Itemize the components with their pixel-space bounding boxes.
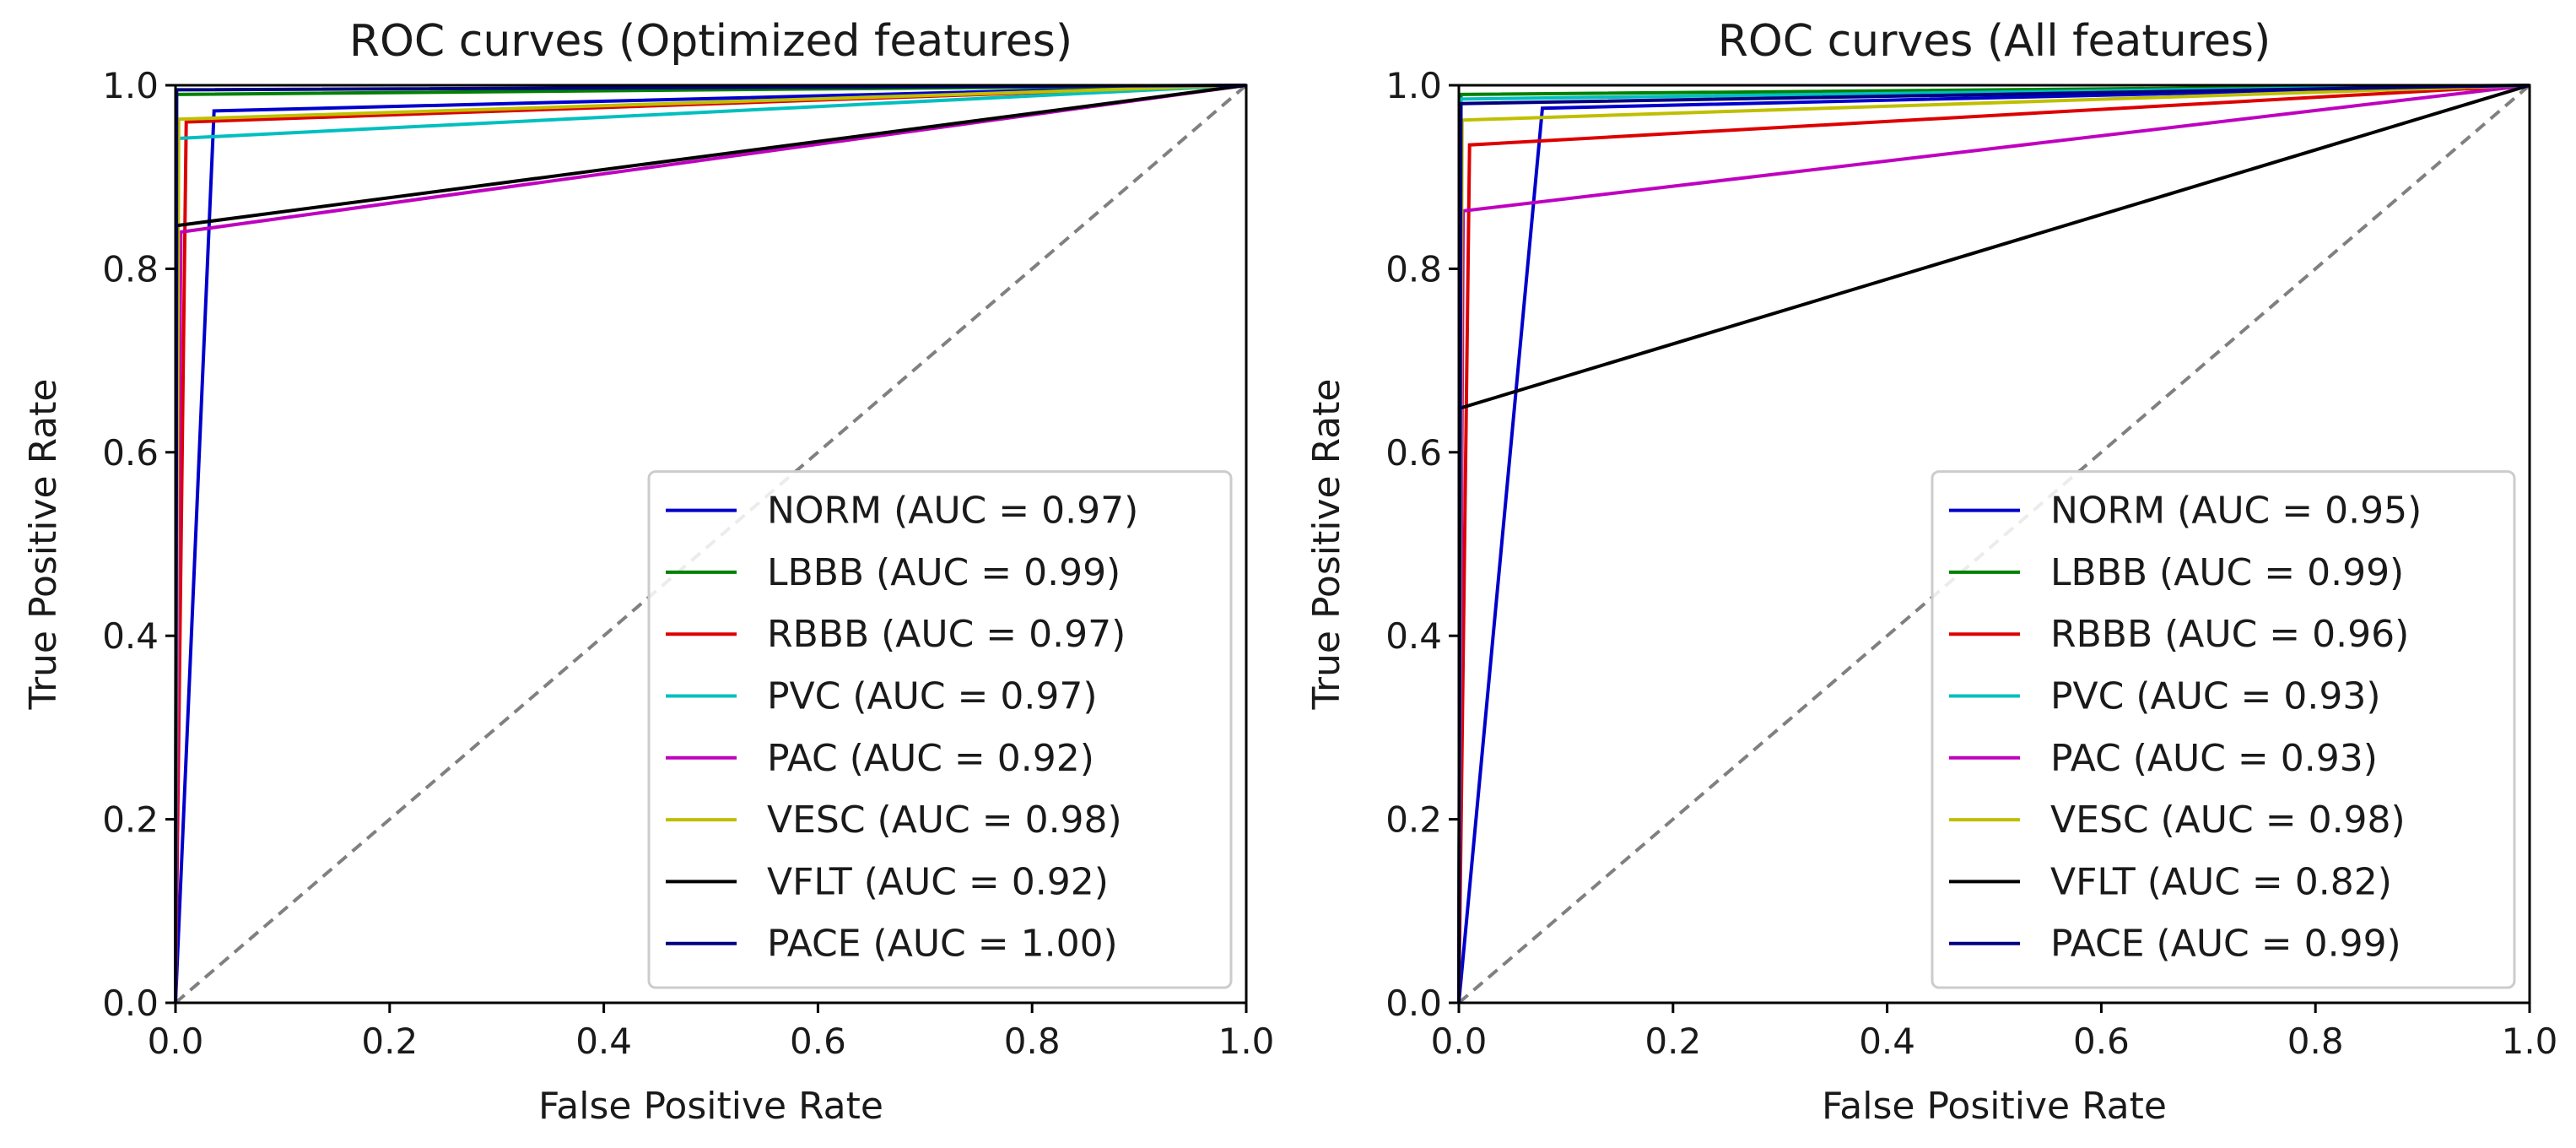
x-axis-label: False Positive Rate: [538, 1085, 883, 1128]
x-tick-label: 1.0: [1218, 1021, 1275, 1062]
chart-title: ROC curves (All features): [1718, 16, 2271, 67]
x-axis-label: False Positive Rate: [1822, 1085, 2167, 1128]
roc-series-line-norm: [174, 84, 1247, 1004]
legend-box: [647, 470, 1233, 989]
legend-entry: LBBB (AUC = 0.99): [767, 551, 1121, 594]
plot-frame: [174, 84, 1248, 1004]
legend-entry: PVC (AUC = 0.93): [2050, 675, 2381, 718]
legend-box: [1931, 470, 2516, 989]
legend-entry: NORM (AUC = 0.97): [767, 490, 1138, 533]
y-tick-label: 0.8: [1385, 248, 1442, 290]
x-tick-label: 0.0: [148, 1021, 204, 1062]
y-axis-label: True Positive Rate: [22, 379, 65, 711]
plot-frame: [1457, 84, 2531, 1004]
legend-entry: VFLT (AUC = 0.92): [767, 860, 1109, 903]
legend-entry: PAC (AUC = 0.93): [2050, 737, 2378, 780]
y-axis-label: True Positive Rate: [1305, 379, 1348, 711]
x-tick-label: 0.2: [1644, 1021, 1701, 1062]
x-tick-label: 1.0: [2502, 1021, 2558, 1062]
x-tick-label: 0.2: [361, 1021, 418, 1062]
legend-entry: NORM (AUC = 0.95): [2050, 490, 2422, 533]
roc-panel-optimized: ROC curves (Optimized features) 0.0 0.2 0.4…: [22, 16, 1274, 1128]
x-tick-label: 0.8: [2287, 1021, 2344, 1062]
roc-series-line-rbbb: [1457, 84, 2530, 1004]
y-tick-label: 0.4: [102, 615, 159, 657]
y-tick-label: 1.0: [102, 65, 159, 106]
legend-entry: PACE (AUC = 0.99): [2050, 923, 2401, 966]
y-tick-label: 1.0: [1385, 65, 1442, 106]
legend-entry: RBBB (AUC = 0.97): [767, 613, 1126, 656]
legend-entry: VESC (AUC = 0.98): [2050, 799, 2406, 842]
y-tick-label: 0.0: [102, 983, 159, 1024]
y-tick-label: 0.6: [102, 432, 159, 474]
y-tick-label: 0.6: [1385, 432, 1442, 474]
y-tick-label: 0.8: [102, 248, 159, 290]
x-tick-label: 0.8: [1004, 1021, 1061, 1062]
y-tick-label: 0.2: [1385, 799, 1442, 841]
x-tick-label: 0.6: [790, 1021, 846, 1062]
x-tick-label: 0.6: [2073, 1021, 2130, 1062]
chart-title: ROC curves (Optimized features): [349, 16, 1072, 67]
legend-entry: PVC (AUC = 0.97): [767, 675, 1098, 718]
legend-entry: VESC (AUC = 0.98): [767, 799, 1122, 842]
legend-entry: VFLT (AUC = 0.82): [2050, 860, 2392, 903]
y-tick-label: 0.4: [1385, 615, 1442, 657]
x-tick-label: 0.4: [1859, 1021, 1915, 1062]
roc-series-line-norm: [1457, 84, 2530, 1004]
legend: NORM (AUC = 0.95) LBBB (AUC = 0.99) RBBB (…: [1931, 470, 2516, 989]
x-tick-label: 0.4: [575, 1021, 632, 1062]
y-tick-label: 0.2: [102, 799, 159, 841]
x-tick-label: 0.0: [1431, 1021, 1488, 1062]
roc-panel-all-features: ROC curves (All features) 0.0 0.2 0.4 0.6 0.8…: [1305, 16, 2557, 1128]
legend-entry: RBBB (AUC = 0.96): [2050, 613, 2409, 656]
legend-entry: LBBB (AUC = 0.99): [2050, 551, 2404, 594]
y-tick-label: 0.0: [1385, 983, 1442, 1024]
legend-entry: PAC (AUC = 0.92): [767, 737, 1094, 780]
legend-entry: PACE (AUC = 1.00): [767, 923, 1118, 966]
legend: NORM (AUC = 0.97) LBBB (AUC = 0.99) RBBB (…: [647, 470, 1233, 989]
